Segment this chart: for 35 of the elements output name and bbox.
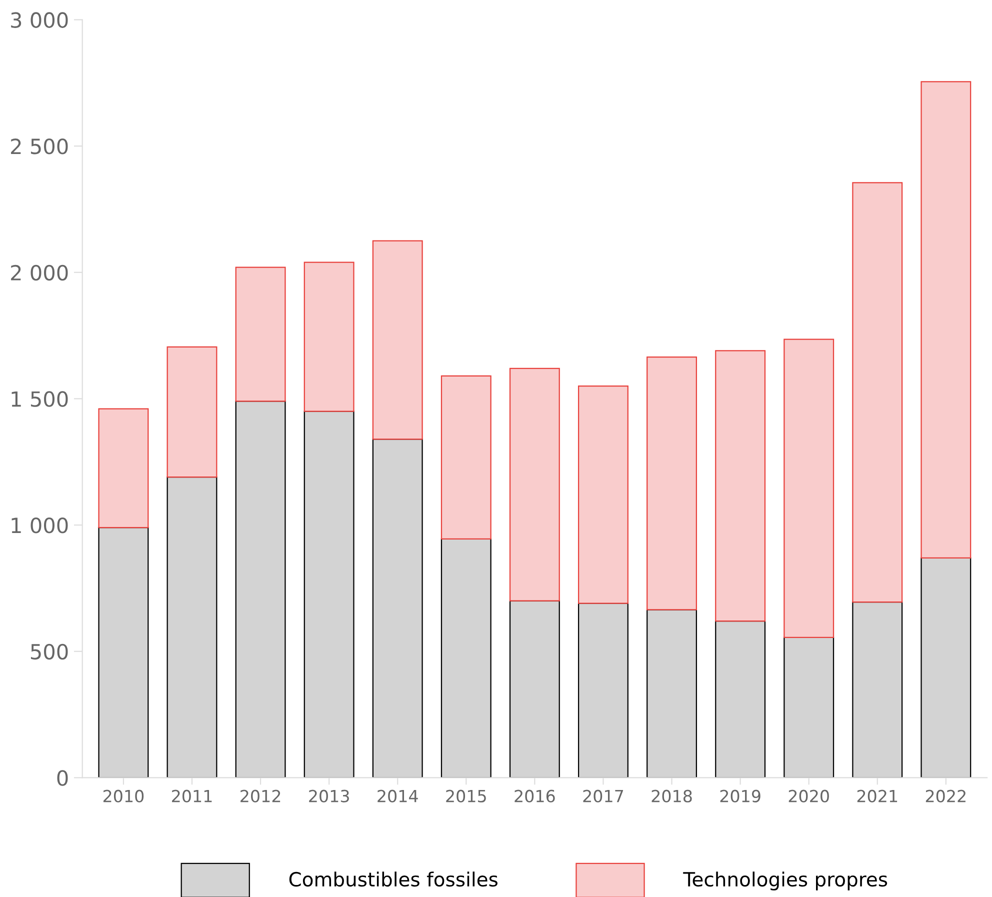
x-tick-label: 2017 bbox=[583, 790, 624, 802]
bar bbox=[784, 338, 834, 638]
bar bbox=[852, 182, 903, 603]
bar bbox=[440, 375, 492, 540]
x-tick-label: 2016 bbox=[514, 790, 555, 802]
bar bbox=[715, 350, 766, 622]
bar bbox=[98, 408, 149, 528]
bar bbox=[646, 356, 697, 610]
y-tick-label: 2 000 bbox=[11, 264, 68, 281]
x-tick-label: 2022 bbox=[926, 790, 966, 802]
x-tick-label: 2010 bbox=[103, 790, 144, 802]
legend-label: Technologies propres bbox=[683, 872, 888, 890]
x-tick-label: 2015 bbox=[446, 790, 486, 802]
y-tick-label: 1 000 bbox=[12, 517, 68, 534]
x-tick-label: 2021 bbox=[857, 790, 898, 802]
y-tick-label: 1 500 bbox=[12, 391, 68, 407]
x-tick-label: 2018 bbox=[652, 790, 692, 802]
y-tick-label: 2 500 bbox=[11, 138, 68, 154]
legend-label: Combustibles fossiles bbox=[289, 872, 498, 887]
bar bbox=[166, 346, 218, 478]
x-tick-label: 2013 bbox=[309, 790, 349, 802]
x-tick-label: 2020 bbox=[788, 790, 829, 802]
bar bbox=[372, 240, 423, 440]
y-tick-label: 0 bbox=[57, 770, 68, 786]
y-tick-label: 500 bbox=[30, 644, 68, 660]
bar bbox=[578, 386, 628, 604]
bar bbox=[304, 262, 354, 412]
bar bbox=[235, 266, 286, 402]
x-tick-label: 2012 bbox=[240, 790, 280, 802]
bar bbox=[920, 81, 972, 558]
bar bbox=[509, 368, 560, 602]
y-tick-label: 3 000 bbox=[11, 12, 68, 28]
x-tick-label: 2019 bbox=[720, 790, 760, 802]
x-tick-label: 2011 bbox=[172, 790, 212, 802]
x-tick-label: 2014 bbox=[378, 790, 418, 802]
